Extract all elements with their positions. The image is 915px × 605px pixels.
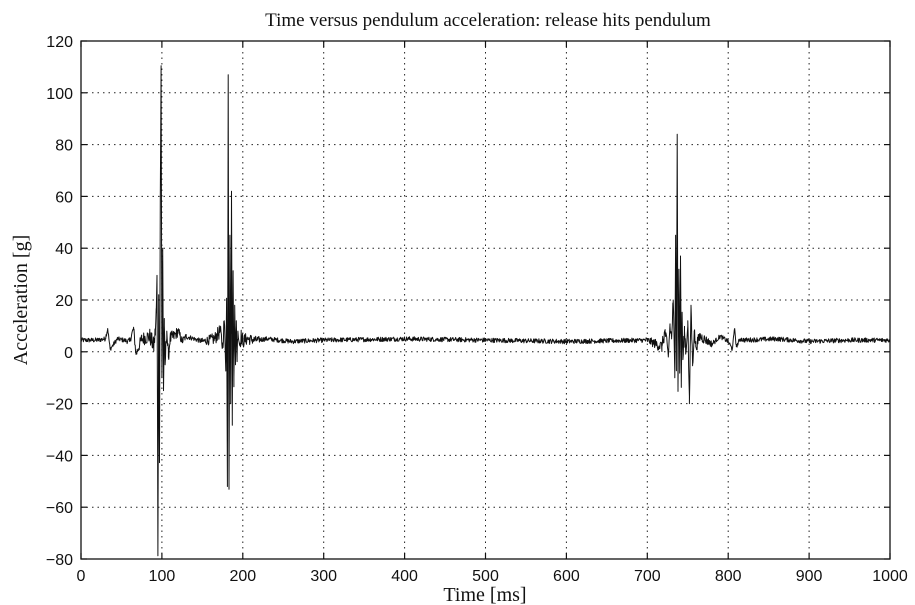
x-tick-label: 500 bbox=[472, 568, 499, 585]
y-tick-label: −60 bbox=[46, 500, 73, 517]
y-tick-label: 100 bbox=[46, 86, 73, 103]
x-tick-label: 900 bbox=[796, 568, 823, 585]
x-tick-label: 300 bbox=[310, 568, 337, 585]
y-tick-label: 60 bbox=[55, 189, 73, 206]
tick-labels: 0 100 200 300 400 500 600 700 800 900 1000−80−60−4… bbox=[46, 34, 908, 585]
x-tick-label: 600 bbox=[553, 568, 580, 585]
y-tick-label: 120 bbox=[46, 34, 73, 51]
x-tick-label: 400 bbox=[391, 568, 418, 585]
x-tick-label: 1000 bbox=[872, 568, 908, 585]
y-tick-label: 0 bbox=[64, 345, 73, 362]
x-axis-label: Time [ms] bbox=[443, 584, 526, 605]
y-tick-label: 40 bbox=[55, 241, 73, 258]
plot-frame bbox=[80, 40, 891, 560]
y-tick-label: 80 bbox=[55, 138, 73, 155]
y-axis-label: Acceleration [g] bbox=[10, 235, 32, 365]
x-tick-label: 100 bbox=[149, 568, 176, 585]
y-tick-label: −80 bbox=[46, 552, 73, 569]
y-tick-label: 20 bbox=[55, 293, 73, 310]
x-tick-label: 200 bbox=[229, 568, 256, 585]
chart-title: Time versus pendulum acceleration: relea… bbox=[265, 10, 711, 31]
x-tick-label: 700 bbox=[634, 568, 661, 585]
y-tick-label: −40 bbox=[46, 448, 73, 465]
grid bbox=[81, 41, 890, 559]
x-tick-label: 800 bbox=[715, 568, 742, 585]
x-tick-label: 0 bbox=[77, 568, 86, 585]
series-line bbox=[80, 65, 891, 557]
y-tick-label: −20 bbox=[46, 397, 73, 414]
